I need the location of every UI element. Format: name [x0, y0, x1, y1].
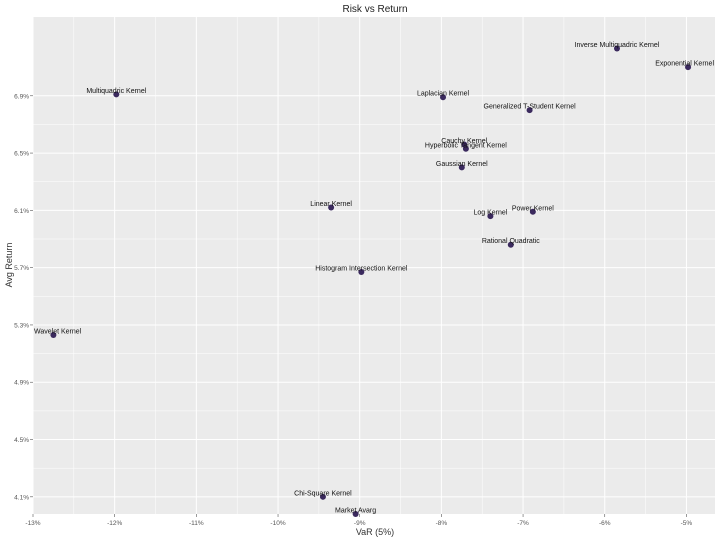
point-label: Linear Kernel [310, 201, 352, 208]
point-label: Power Kernel [512, 205, 554, 212]
x-tick-label: -8% [436, 520, 448, 527]
data-points: Inverse Multiquadric Kernel Exponential K… [34, 42, 714, 517]
y-axis-ticks: 4.1% 4.5% 4.9% 5.3% 5.7% 6.1% 6.5% 6.9% [14, 93, 33, 501]
data-point [352, 511, 359, 517]
point-label: Inverse Multiquadric Kernel [575, 42, 660, 49]
y-tick-label: 6.5% [14, 151, 29, 158]
x-tick-label: -11% [189, 520, 204, 527]
y-axis-title: Avg Return [4, 243, 14, 288]
x-tick-label: -12% [107, 520, 122, 527]
y-tick-label: 4.1% [14, 494, 29, 501]
point-label: Multiquadric Kernel [86, 88, 146, 95]
y-tick-label: 6.9% [14, 93, 29, 100]
data-point [440, 94, 447, 101]
point-label: Histogram Intersection Kernel [315, 265, 408, 272]
data-point [319, 493, 326, 500]
point-label: Laplacian Kernel [417, 91, 470, 98]
point-label: Generalized T-Student Kernel [484, 104, 577, 111]
data-point [487, 213, 494, 220]
data-point [507, 241, 514, 248]
x-axis-title: VaR (5%) [356, 527, 394, 537]
y-tick-label: 6.1% [14, 208, 29, 215]
point-label: Cauchy Kernel [441, 138, 487, 145]
data-point [113, 91, 120, 98]
x-tick-label: -10% [270, 520, 285, 527]
point-label: Gaussian Kernel [436, 161, 488, 168]
x-tick-label: -9% [354, 520, 366, 527]
x-axis-ticks: -13% -12% -11% -10% -9% -8% -7% -6% -5% [25, 514, 692, 527]
data-point [328, 204, 335, 211]
grid-lines [32, 17, 715, 514]
data-point [526, 107, 533, 114]
data-point [685, 64, 692, 71]
y-tick-label: 5.7% [14, 265, 29, 272]
x-tick-label: -6% [599, 520, 611, 527]
y-tick-label: 4.5% [14, 437, 29, 444]
data-point [358, 268, 365, 275]
y-tick-label: 4.9% [14, 380, 29, 387]
data-point [529, 208, 536, 215]
chart-title: Risk vs Return [342, 4, 407, 15]
y-tick-label: 5.3% [14, 322, 29, 329]
plot-panel [33, 17, 715, 514]
data-point [613, 45, 620, 52]
point-label: Rational Quadratic [482, 238, 540, 245]
data-point [462, 145, 469, 152]
data-point [458, 164, 465, 171]
x-tick-label: -13% [25, 520, 40, 527]
point-label: Chi-Square Kernel [294, 490, 352, 497]
x-tick-label: -7% [517, 520, 529, 527]
point-label: Hyperbolic Tangent Kernel [425, 142, 507, 149]
point-label: Exponential Kernel [655, 61, 714, 68]
point-label: Market Avarg [335, 508, 376, 515]
point-label: Wavelet Kernel [34, 328, 82, 335]
x-tick-label: -5% [681, 520, 693, 527]
data-point [50, 331, 57, 338]
point-label: Log Kernel [473, 210, 507, 217]
